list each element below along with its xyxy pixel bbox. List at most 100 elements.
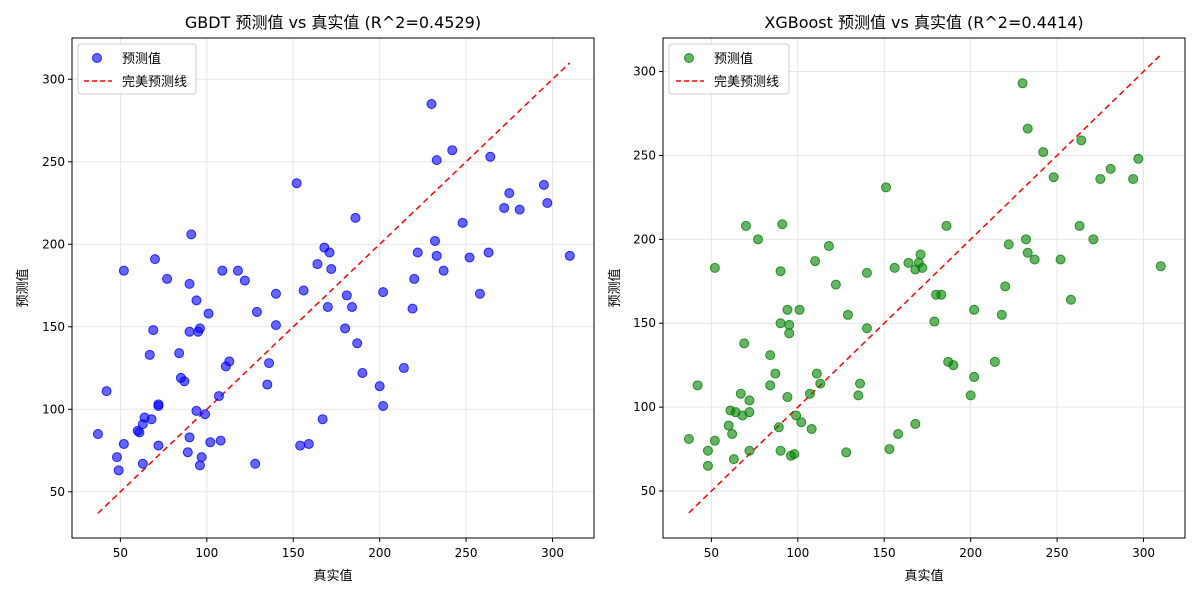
gbdt-data-point bbox=[378, 287, 389, 298]
xgboost-data-point bbox=[728, 454, 739, 465]
xgboost-y-tick-label: 50 bbox=[641, 484, 656, 498]
gbdt-data-point bbox=[457, 217, 468, 228]
xgboost-data-point bbox=[796, 417, 807, 428]
gbdt-data-point bbox=[485, 151, 496, 162]
gbdt-data-point bbox=[217, 265, 228, 276]
gbdt-data-point bbox=[317, 414, 328, 425]
gbdt-data-point bbox=[499, 202, 510, 213]
xgboost-data-point bbox=[823, 241, 834, 252]
gbdt-x-tick-label: 100 bbox=[195, 546, 218, 560]
xgboost-legend-label-predicted: 预测值 bbox=[714, 51, 753, 67]
gbdt-data-point bbox=[194, 323, 205, 334]
gbdt-legend-label-predicted: 预测值 bbox=[122, 51, 161, 67]
xgboost-data-point bbox=[806, 423, 817, 434]
xgboost-data-point bbox=[1128, 173, 1139, 184]
xgboost-data-point bbox=[709, 435, 720, 446]
xgboost-x-tick-label: 100 bbox=[786, 546, 809, 560]
xgboost-data-point bbox=[1076, 135, 1087, 146]
gbdt-data-point bbox=[111, 452, 122, 463]
gbdt-ticks: 50 100 150 200 250 300 50 100 150 200 250 300 bbox=[42, 72, 564, 560]
gbdt-data-point bbox=[149, 254, 160, 265]
gbdt-data-point bbox=[295, 440, 306, 451]
gbdt-data-point bbox=[264, 358, 275, 369]
xgboost-data-point bbox=[917, 262, 928, 273]
gbdt-data-point bbox=[514, 204, 525, 215]
xgboost-data-point bbox=[744, 395, 755, 406]
gbdt-data-point bbox=[357, 367, 368, 378]
gbdt-data-point bbox=[200, 409, 211, 420]
gbdt-y-tick-label: 150 bbox=[42, 320, 65, 334]
xgboost-data-point bbox=[791, 410, 802, 421]
gbdt-data-point bbox=[270, 288, 281, 299]
gbdt-data-point bbox=[326, 264, 337, 275]
xgboost-data-point bbox=[784, 319, 795, 330]
xgboost-data-point bbox=[903, 257, 914, 268]
xgboost-data-point bbox=[1105, 163, 1116, 174]
gbdt-data-point bbox=[409, 273, 420, 284]
xgboost-data-point bbox=[744, 407, 755, 418]
xgboost-data-point bbox=[1133, 153, 1144, 164]
xgboost-data-point bbox=[727, 428, 738, 439]
xgboost-data-point bbox=[889, 262, 900, 273]
xgboost-data-point bbox=[880, 182, 891, 193]
xgboost-data-point bbox=[1000, 281, 1011, 292]
xgboost-data-point bbox=[782, 304, 793, 315]
xgboost-data-point bbox=[810, 256, 821, 267]
gbdt-data-point bbox=[412, 247, 423, 258]
xgboost-data-point bbox=[855, 378, 866, 389]
xgboost-data-point bbox=[770, 368, 781, 379]
gbdt-data-point bbox=[270, 320, 281, 331]
gbdt-y-tick-label: 200 bbox=[42, 237, 65, 251]
xgboost-data-point bbox=[1048, 172, 1059, 183]
xgboost-data-point bbox=[765, 350, 776, 361]
gbdt-x-tick-label: 150 bbox=[282, 546, 305, 560]
xgboost-y-tick-label: 250 bbox=[633, 148, 656, 162]
gbdt-legend: 预测值 完美预测线 bbox=[77, 43, 197, 95]
xgboost-data-point bbox=[996, 309, 1007, 320]
gbdt-data-point bbox=[447, 145, 458, 156]
gbdt-y-tick-label: 100 bbox=[42, 402, 65, 416]
xgboost-data-point bbox=[723, 420, 734, 431]
gbdt-data-point bbox=[118, 438, 129, 449]
xgboost-y-tick-label: 150 bbox=[633, 316, 656, 330]
xgboost-data-point bbox=[777, 219, 788, 230]
gbdt-data-point bbox=[215, 435, 226, 446]
gbdt-data-point bbox=[324, 247, 335, 258]
xgboost-data-point bbox=[842, 309, 853, 320]
gbdt-data-point bbox=[179, 376, 190, 387]
gbdt-data-point bbox=[203, 308, 214, 319]
gbdt-data-point bbox=[504, 188, 515, 199]
xgboost-data-point bbox=[841, 447, 852, 458]
xgboost-data-point bbox=[948, 360, 959, 371]
xgboost-data-point bbox=[794, 304, 805, 315]
gbdt-data-point bbox=[538, 179, 549, 190]
gbdt-data-point bbox=[196, 452, 207, 463]
gbdt-data-point bbox=[438, 265, 449, 276]
gbdt-data-point bbox=[474, 288, 485, 299]
gbdt-data-point bbox=[322, 301, 333, 312]
xgboost-data-point bbox=[1022, 247, 1033, 258]
gbdt-data-point bbox=[148, 325, 159, 336]
xgboost-data-point bbox=[941, 220, 952, 231]
gbdt-data-point bbox=[431, 250, 442, 261]
xgboost-data-point bbox=[782, 392, 793, 403]
xgboost-data-point bbox=[969, 304, 980, 315]
gbdt-perfect-prediction-line bbox=[97, 62, 571, 514]
gbdt-data-point bbox=[464, 252, 475, 263]
xgboost-data-point bbox=[893, 428, 904, 439]
xgboost-data-point bbox=[765, 380, 776, 391]
gbdt-data-point bbox=[92, 429, 103, 440]
gbdt-data-point bbox=[174, 348, 185, 359]
gbdt-data-point bbox=[426, 99, 437, 110]
gbdt-y-tick-label: 300 bbox=[42, 72, 65, 86]
xgboost-legend-marker bbox=[684, 53, 694, 63]
gbdt-data-point bbox=[205, 437, 216, 448]
gbdt-legend-box bbox=[77, 43, 197, 95]
xgboost-data-point bbox=[1029, 254, 1040, 265]
gbdt-data-point bbox=[213, 391, 224, 402]
xgboost-data-point bbox=[775, 266, 786, 277]
gbdt-data-point bbox=[191, 405, 202, 416]
gbdt-data-point bbox=[137, 458, 148, 469]
gbdt-data-point bbox=[291, 178, 302, 189]
